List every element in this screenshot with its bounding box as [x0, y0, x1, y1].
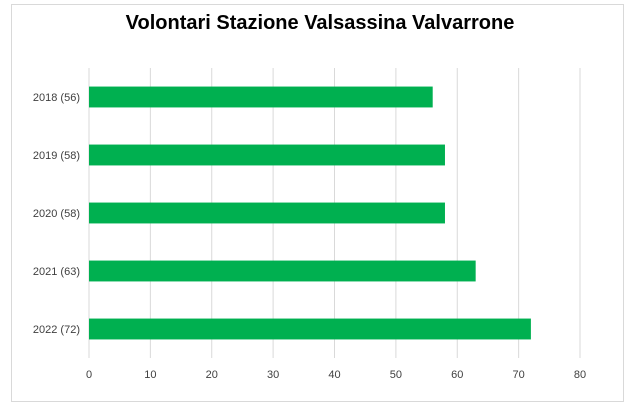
- bar: [89, 318, 531, 340]
- x-tick-label: 30: [267, 369, 279, 381]
- x-tick-label: 80: [574, 369, 586, 381]
- bars: [89, 86, 531, 340]
- x-tick-label: 20: [206, 369, 218, 381]
- bar: [89, 202, 445, 224]
- x-tick-label: 10: [144, 369, 156, 381]
- x-tick-labels: 0 10 20 30 40 50 60 70 80: [86, 369, 586, 381]
- category-label: 2022 (72): [33, 324, 80, 336]
- bar: [89, 144, 445, 166]
- category-labels: 2018 (56) 2019 (58) 2020 (58) 2021 (63) 2022…: [33, 92, 80, 336]
- bar: [89, 86, 433, 108]
- chart-title: Volontari Stazione Valsassina Valvarrone: [125, 12, 515, 34]
- x-tick-label: 40: [328, 369, 340, 381]
- bar: [89, 260, 476, 282]
- x-tick-label: 70: [513, 369, 525, 381]
- category-label: 2019 (58): [33, 150, 80, 162]
- x-tick-label: 60: [451, 369, 463, 381]
- category-label: 2021 (63): [33, 266, 80, 278]
- category-label: 2018 (56): [33, 92, 80, 104]
- category-label: 2020 (58): [33, 208, 80, 220]
- x-tick-label: 50: [390, 369, 402, 381]
- x-tick-label: 0: [86, 369, 92, 381]
